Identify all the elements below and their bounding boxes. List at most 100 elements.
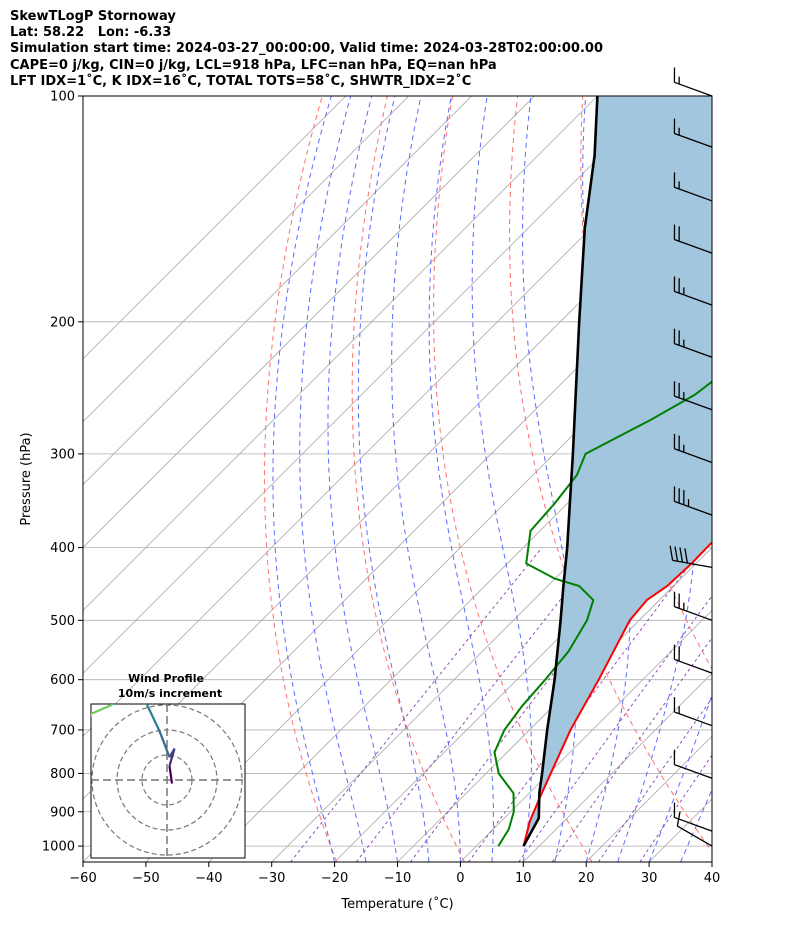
moist-adiabat xyxy=(617,96,697,862)
x-tick-label: 20 xyxy=(578,871,595,886)
hodograph-segment xyxy=(91,712,93,717)
barb-shaft xyxy=(674,500,713,516)
wind-barb xyxy=(673,172,713,202)
barb-shaft xyxy=(674,448,713,464)
isotherm-line xyxy=(83,96,347,360)
y-tick-label: 200 xyxy=(50,315,75,330)
barb-shaft xyxy=(674,238,713,254)
hodograph-title: Wind Profile xyxy=(128,672,204,685)
chart-header: SkewTLogP Stornoway Lat: 58.22 Lon: -6.3… xyxy=(10,9,603,90)
wind-barb xyxy=(673,381,713,411)
y-tick-label: 100 xyxy=(50,90,75,105)
x-tick-label: 10 xyxy=(515,871,532,886)
mixing-ratio-line xyxy=(355,547,602,862)
moist-adiabat xyxy=(299,96,367,862)
y-tick-label: 700 xyxy=(50,723,75,738)
mixing-ratio-line xyxy=(518,595,712,862)
isotherm-line xyxy=(271,421,712,862)
wind-barb xyxy=(673,802,713,832)
hodograph-rings xyxy=(75,704,245,858)
x-tick-label: 30 xyxy=(641,871,658,886)
indices-line-1: CAPE=0 j/kg, CIN=0 j/kg, LCL=918 hPa, LF… xyxy=(10,57,497,73)
moist-adiabat xyxy=(391,96,461,862)
barb-shaft xyxy=(674,711,713,727)
y-tick-label: 1000 xyxy=(42,840,75,855)
dry-adiabat xyxy=(713,96,794,862)
isotherm-line xyxy=(711,861,712,862)
hodograph-segment xyxy=(168,765,174,784)
x-tick-label: −40 xyxy=(195,871,222,886)
mixing-ratio-line xyxy=(468,547,704,862)
hodograph-frame xyxy=(90,703,246,859)
hodograph-segment xyxy=(158,730,171,758)
wind-barb xyxy=(673,67,713,97)
isotherm-line xyxy=(83,96,661,674)
wind-barb xyxy=(673,276,713,306)
isotherm-line xyxy=(523,672,712,862)
indices-line-2: LFT IDX=1˚C, K IDX=16˚C, TOTAL TOTS=58˚C… xyxy=(10,73,472,89)
moist-adiabat xyxy=(680,788,712,862)
moist-adiabat xyxy=(327,96,398,862)
x-tick-label: −10 xyxy=(384,871,411,886)
dry-adiabat xyxy=(351,96,465,862)
x-tick-label: −30 xyxy=(258,871,285,886)
wind-barb xyxy=(673,697,713,727)
y-axis-label: Pressure (hPa) xyxy=(19,432,34,525)
moist-adiabat xyxy=(471,96,532,862)
isotherm-line xyxy=(397,546,712,862)
wind-barb xyxy=(673,433,713,464)
moist-adiabat xyxy=(711,860,712,862)
y-tick-label: 600 xyxy=(50,673,75,688)
barb-shaft xyxy=(674,342,713,358)
isotherm-line xyxy=(83,96,598,611)
y-tick-label: 500 xyxy=(50,614,75,629)
mixing-ratio-line xyxy=(639,754,712,862)
hodograph-subtitle: 10m/s increment xyxy=(118,687,222,700)
isotherm-line xyxy=(83,96,535,549)
mixing-ratio-line xyxy=(598,697,712,862)
temperature-line xyxy=(522,540,712,847)
barb-shaft xyxy=(674,81,713,97)
y-tick-label: 900 xyxy=(50,805,75,820)
wind-barb xyxy=(673,486,713,516)
x-tick-label: 40 xyxy=(704,871,721,886)
hodograph-segment xyxy=(146,704,161,732)
moist-adiabat xyxy=(648,693,712,862)
moist-adiabat xyxy=(272,96,336,862)
time-line: Simulation start time: 2024-03-27_00:00:… xyxy=(10,41,603,57)
barb-shaft xyxy=(677,825,713,847)
x-tick-label: −60 xyxy=(69,871,96,886)
isotherm-line xyxy=(145,295,712,862)
x-axis-label: Temperature (˚C) xyxy=(340,896,453,912)
barb-shaft xyxy=(674,186,713,202)
x-tick-label: −50 xyxy=(132,871,159,886)
isotherm-line xyxy=(460,609,712,862)
isotherm-line xyxy=(83,96,409,423)
wind-barb xyxy=(673,591,713,621)
wind-barb xyxy=(673,749,713,779)
cin-shading xyxy=(523,96,712,847)
y-tick-label: 800 xyxy=(50,767,75,782)
wind-barb xyxy=(673,328,713,358)
x-tick-label: −20 xyxy=(321,871,348,886)
barb-flag xyxy=(669,545,674,561)
y-tick-label: 400 xyxy=(50,541,75,556)
wind-barb xyxy=(673,118,713,148)
barb-flag xyxy=(679,547,684,563)
moist-adiabat xyxy=(522,96,577,862)
hodograph-segment xyxy=(75,731,80,740)
location-line: Lat: 58.22 Lon: -6.33 xyxy=(10,25,172,41)
dewpoint-line xyxy=(493,380,712,847)
hodograph-segment xyxy=(168,747,176,758)
barb-shaft xyxy=(674,606,713,621)
barb-shaft xyxy=(674,763,713,779)
hodograph-segment xyxy=(91,704,113,715)
mixing-ratio-line xyxy=(551,637,712,862)
wind-barb xyxy=(673,644,713,674)
wind-barb xyxy=(676,811,713,847)
x-tick-label: 0 xyxy=(456,871,464,886)
moist-adiabat xyxy=(357,96,430,862)
barb-flag xyxy=(674,546,679,562)
y-tick-label: 300 xyxy=(50,447,75,462)
